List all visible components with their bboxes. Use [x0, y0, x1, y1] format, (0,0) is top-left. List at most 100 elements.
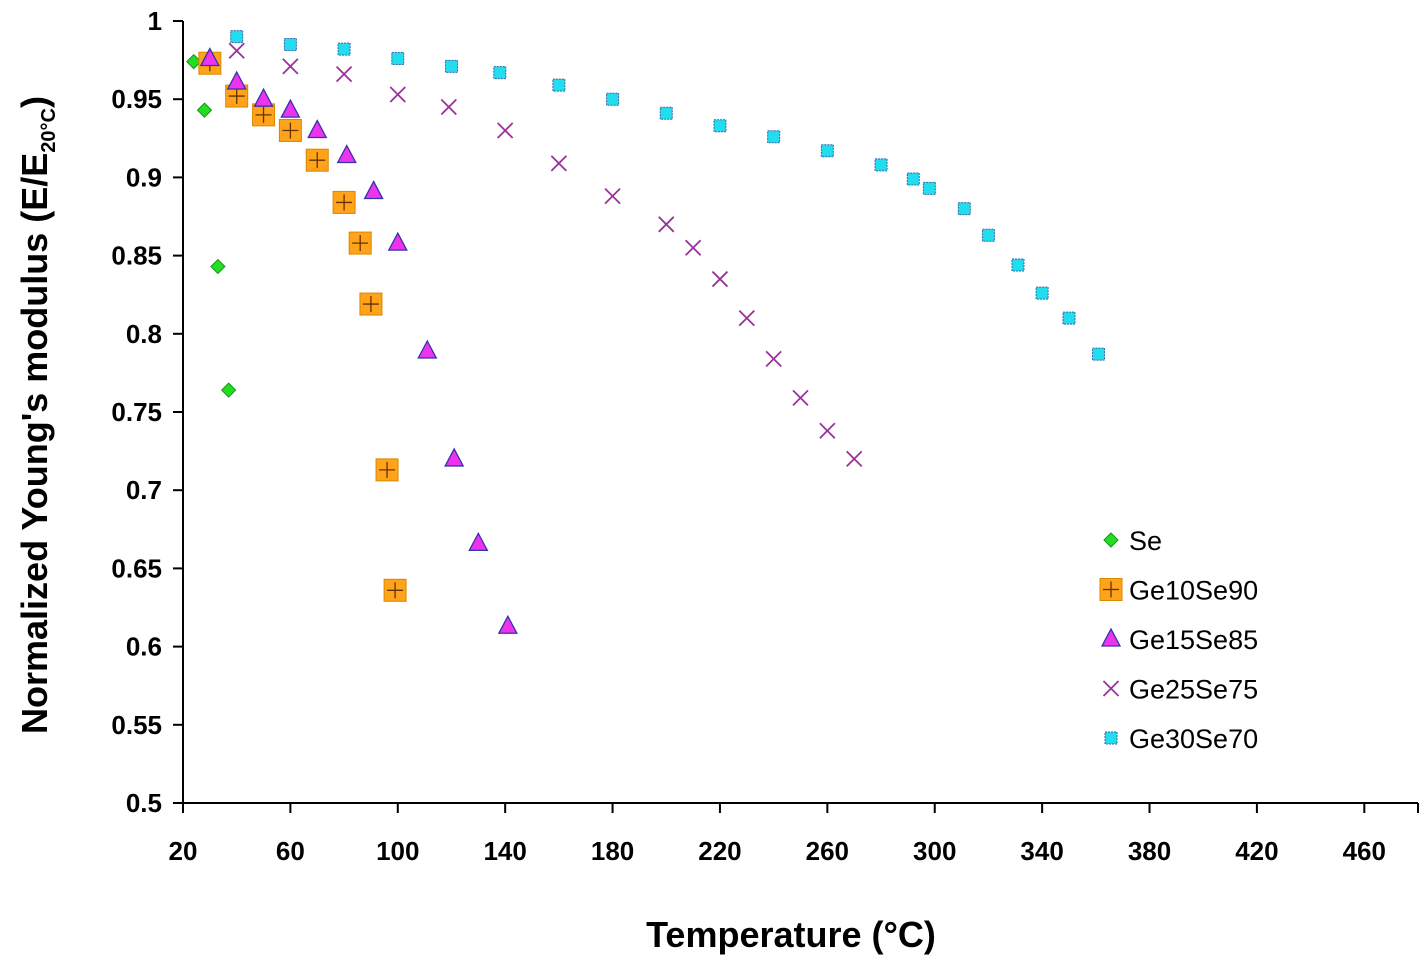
- data-point: [1092, 347, 1106, 361]
- x-tick-label: 220: [698, 836, 741, 866]
- y-axis-title-close: ): [14, 96, 55, 108]
- data-point: [417, 339, 438, 359]
- y-tick-label: 0.65: [111, 553, 162, 583]
- data-point: [874, 158, 888, 172]
- data-point: [282, 58, 299, 75]
- data-point: [846, 450, 863, 468]
- legend-marker: [1102, 680, 1120, 697]
- y-tick-label: 0.55: [111, 710, 162, 740]
- data-point: [658, 216, 675, 233]
- x-tick-label: 60: [276, 836, 305, 866]
- data-point: [819, 422, 836, 439]
- series-ge30se70: [230, 30, 1106, 361]
- data-point: [497, 614, 518, 634]
- data-point: [253, 87, 274, 107]
- x-tick-label: 100: [376, 836, 419, 866]
- series-se: [186, 53, 237, 398]
- data-point: [391, 52, 405, 66]
- y-tick-label: 1: [148, 6, 162, 36]
- x-axis-ticks: 20 60 100 140 180 220 260 300 340 380 420 460: [169, 803, 1419, 866]
- y-tick-label: 0.9: [126, 162, 162, 192]
- data-point: [252, 103, 276, 127]
- data-point: [280, 98, 301, 118]
- x-tick-label: 260: [806, 836, 849, 866]
- x-axis-title: Temperature (°C): [646, 914, 936, 955]
- data-point: [767, 130, 781, 144]
- data-point: [210, 258, 226, 275]
- y-axis-title: Normalized Young's modulus (E/E20°C): [14, 96, 60, 734]
- data-point: [363, 180, 384, 200]
- x-tick-label: 420: [1235, 836, 1278, 866]
- data-point: [1035, 286, 1049, 300]
- data-point: [336, 144, 357, 164]
- data-point: [1011, 258, 1025, 272]
- data-point: [957, 202, 971, 216]
- x-tick-label: 20: [169, 836, 198, 866]
- x-tick-label: 300: [913, 836, 956, 866]
- y-tick-label: 0.75: [111, 397, 162, 427]
- series-ge15se85: [199, 47, 518, 634]
- data-point: [550, 155, 568, 172]
- data-point: [765, 350, 782, 367]
- data-point: [468, 531, 489, 552]
- data-point: [307, 119, 328, 139]
- data-point: [552, 78, 566, 92]
- data-point: [335, 66, 353, 83]
- y-tick-label: 0.7: [126, 475, 162, 505]
- data-point: [713, 119, 727, 133]
- legend-marker: [1103, 532, 1119, 548]
- legend-label: Se: [1129, 526, 1162, 556]
- data-point: [225, 84, 249, 108]
- y-tick-label: 0.95: [111, 84, 162, 114]
- data-point: [375, 458, 399, 482]
- data-point: [389, 86, 406, 103]
- data-point: [444, 447, 465, 467]
- data-point: [359, 292, 383, 316]
- data-point: [659, 106, 673, 120]
- x-tick-label: 140: [483, 836, 526, 866]
- data-point: [387, 231, 408, 251]
- data-point: [230, 30, 244, 44]
- data-point: [332, 190, 356, 214]
- y-tick-label: 0.8: [126, 319, 162, 349]
- x-tick-label: 180: [591, 836, 634, 866]
- y-axis-title-main: Normalized Young's modulus (E/E: [14, 153, 55, 734]
- data-point: [196, 102, 213, 118]
- x-tick-label: 460: [1343, 836, 1386, 866]
- legend-marker: [1100, 627, 1122, 647]
- data-point: [820, 144, 834, 158]
- data-point: [444, 59, 458, 73]
- data-point: [228, 42, 245, 59]
- data-point: [922, 181, 936, 195]
- data-point: [981, 228, 995, 242]
- legend-marker: [1099, 578, 1123, 601]
- x-tick-label: 340: [1020, 836, 1063, 866]
- legend-label: Ge30Se70: [1129, 724, 1258, 754]
- data-point: [606, 92, 620, 106]
- data-point: [337, 42, 351, 56]
- y-tick-label: 0.6: [126, 632, 162, 662]
- y-tick-label: 0.85: [111, 241, 162, 271]
- legend-label: Ge25Se75: [1129, 675, 1258, 705]
- data-point: [711, 270, 729, 288]
- data-point: [906, 172, 920, 186]
- data-point: [738, 310, 755, 327]
- legend: Se Ge10Se90 Ge15Se85 Ge25Se75 Ge30Se70: [1099, 526, 1258, 754]
- data-point: [305, 148, 329, 172]
- legend-label: Ge15Se85: [1129, 625, 1258, 655]
- series-ge25se75: [228, 42, 863, 468]
- data-point: [220, 382, 237, 398]
- data-point: [383, 578, 407, 602]
- data-point: [283, 37, 297, 51]
- legend-label: Ge10Se90: [1129, 576, 1258, 606]
- data-point: [226, 70, 247, 90]
- data-point: [684, 239, 702, 256]
- legend-marker: [1104, 731, 1118, 745]
- y-axis-ticks: 0.5 0.55 0.6 0.65 0.7 0.75 0.8 0.85 0.9 0.95 1: [111, 6, 183, 818]
- data-point: [497, 122, 514, 139]
- data-point: [278, 118, 302, 142]
- data-points: [186, 30, 1106, 634]
- data-point: [440, 98, 457, 116]
- data-point: [493, 66, 507, 80]
